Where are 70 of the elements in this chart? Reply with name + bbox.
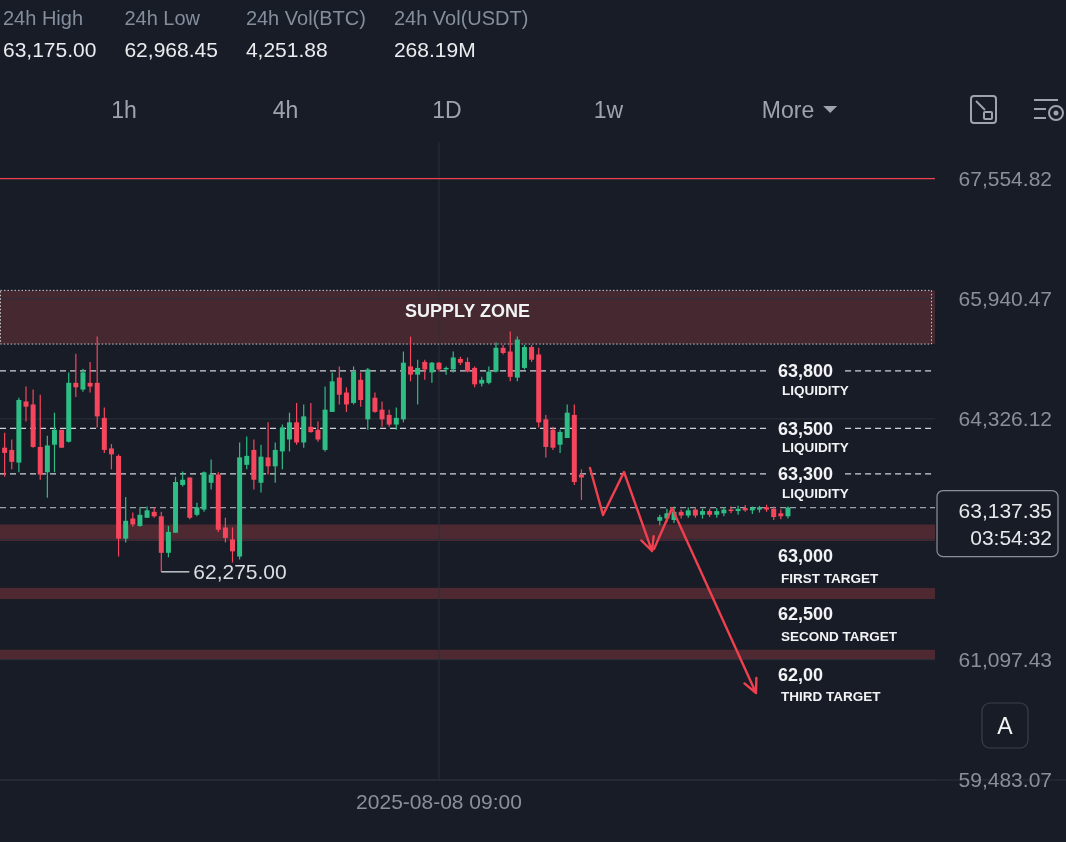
band-label: 62,00 THIRD TARGET bbox=[778, 664, 882, 705]
candlestick bbox=[80, 368, 86, 393]
text: 24h Vol(USDT) bbox=[393, 7, 529, 29]
ref-line-label: 63,300 LIQUIDITY bbox=[778, 464, 849, 501]
candlestick bbox=[51, 412, 57, 473]
candlestick bbox=[87, 361, 93, 394]
text: 24h Low bbox=[124, 7, 201, 29]
candlestick bbox=[73, 353, 79, 398]
candlestick bbox=[272, 441, 278, 484]
band-label: SUPPLY ZONE bbox=[404, 301, 531, 322]
ref-line-label: 63,800 LIQUIDITY bbox=[778, 361, 849, 398]
y-tick-label: 64,326.12 bbox=[958, 407, 1052, 431]
candlestick bbox=[286, 412, 292, 453]
text: 1D bbox=[432, 97, 462, 124]
band-label: 63,000 FIRST TARGET bbox=[778, 546, 879, 586]
x-tick-label: 2025-08-08 09:00 bbox=[356, 790, 522, 814]
candlestick bbox=[108, 443, 114, 470]
candlestick bbox=[165, 525, 171, 558]
candlestick bbox=[230, 526, 235, 564]
candlestick bbox=[578, 468, 584, 501]
text: 24h Vol(BTC) bbox=[245, 7, 366, 29]
candlestick bbox=[222, 517, 228, 543]
candlestick bbox=[550, 426, 556, 451]
candlestick bbox=[2, 432, 8, 478]
candlestick bbox=[557, 429, 563, 454]
candlestick bbox=[379, 400, 385, 428]
y-tick-label: 59,483.07 bbox=[958, 768, 1052, 792]
candlestick bbox=[343, 386, 349, 413]
candlestick bbox=[279, 423, 285, 470]
candlestick bbox=[208, 459, 214, 491]
candlestick bbox=[393, 406, 399, 431]
candlestick bbox=[372, 391, 378, 414]
candlestick bbox=[521, 344, 527, 371]
band-label: 62,500 SECOND TARGET bbox=[778, 604, 898, 644]
text: 1w bbox=[593, 97, 624, 124]
ref-line-label: 63,500 LIQUIDITY bbox=[778, 418, 849, 456]
y-tick-label: 67,554.82 bbox=[958, 166, 1052, 190]
text: 1h bbox=[111, 97, 137, 124]
candlestick bbox=[472, 365, 478, 388]
candlestick bbox=[315, 421, 321, 443]
y-tick-label: 65,940.47 bbox=[958, 286, 1052, 310]
candlestick bbox=[294, 402, 300, 446]
candlestick bbox=[9, 438, 15, 470]
candlestick bbox=[336, 365, 342, 406]
candlestick bbox=[493, 341, 499, 373]
text: A bbox=[997, 713, 1014, 740]
text: 24h High bbox=[3, 7, 84, 29]
y-tick-label: 61,097.43 bbox=[958, 647, 1052, 671]
candlestick bbox=[123, 496, 129, 543]
candlestick bbox=[358, 371, 364, 408]
candlestick bbox=[408, 336, 414, 382]
candlestick bbox=[422, 359, 428, 381]
candlestick bbox=[244, 435, 250, 470]
candlestick bbox=[265, 421, 271, 476]
candlestick bbox=[308, 402, 314, 434]
text: 4h bbox=[272, 97, 299, 124]
text: 62,275.00 bbox=[193, 560, 287, 584]
candlestick bbox=[415, 359, 421, 406]
candlestick bbox=[450, 350, 456, 373]
text: 63,175.00 bbox=[3, 38, 97, 62]
candlestick bbox=[23, 385, 29, 423]
ref-line-label: 63,137.35 03:54:32 bbox=[958, 498, 1052, 549]
text: More bbox=[761, 97, 815, 124]
candlestick bbox=[429, 361, 435, 384]
candlestick bbox=[678, 508, 684, 520]
candlestick bbox=[137, 506, 143, 528]
text: 268.19M bbox=[393, 38, 476, 62]
text: 62,968.45 bbox=[124, 38, 218, 62]
candlestick bbox=[735, 505, 741, 516]
text: 4,251.88 bbox=[245, 38, 328, 62]
